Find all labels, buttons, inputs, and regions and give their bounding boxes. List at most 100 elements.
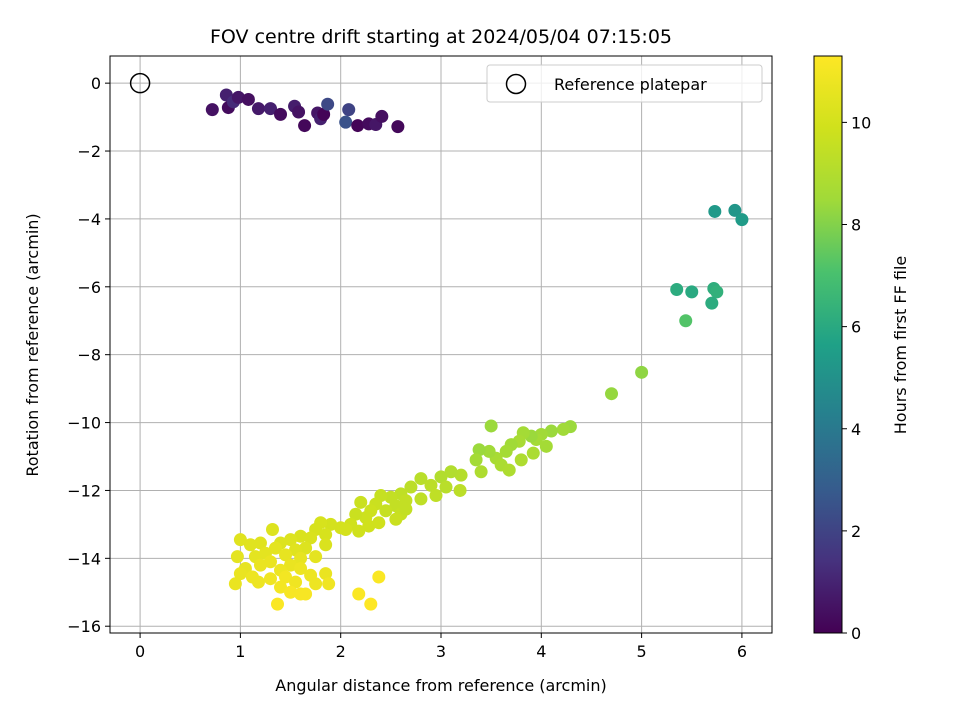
colorbar: 0 2 4 6 8 10 Hours from first FF file — [813, 55, 910, 643]
scatter-point — [526, 446, 540, 460]
scatter-point — [472, 443, 486, 457]
x-tick-label: 2 — [336, 642, 346, 661]
scatter-point — [263, 102, 277, 116]
legend-entry-reference: Reference platepar — [554, 75, 707, 94]
chart-title: FOV centre drift starting at 2024/05/04 … — [210, 26, 672, 48]
y-tick-label: 0 — [91, 74, 101, 93]
scatter-point — [379, 504, 393, 518]
y-tick-label: −6 — [77, 278, 101, 297]
scatter-point — [705, 296, 719, 310]
scatter-point — [319, 528, 333, 542]
colorbar-tick-label: 6 — [851, 318, 861, 337]
scatter-point — [502, 463, 516, 477]
scatter-point — [544, 424, 558, 438]
scatter-point — [434, 470, 448, 484]
scatter-point — [469, 453, 483, 467]
reference-point — [129, 72, 151, 94]
scatter-point — [284, 558, 298, 572]
scatter-point — [499, 444, 513, 458]
scatter-point — [304, 531, 318, 545]
scatter-point — [263, 572, 277, 586]
legend: Reference platepar — [486, 64, 763, 103]
scatter-point — [482, 444, 496, 458]
y-tick-label: −2 — [77, 142, 101, 161]
scatter-point — [514, 453, 528, 467]
scatter-point — [605, 387, 619, 401]
colorbar-label: Hours from first FF file — [891, 256, 910, 435]
scatter-point — [319, 567, 333, 581]
scatter-point — [444, 465, 458, 479]
colorbar-tick-label: 4 — [851, 420, 861, 439]
colorbar-tick-label: 8 — [851, 216, 861, 235]
scatter-point — [279, 548, 293, 562]
scatter-point — [339, 522, 353, 536]
scatter-point — [728, 203, 742, 217]
colorbar-tick-label: 10 — [851, 113, 871, 132]
y-tick-label: −14 — [67, 549, 101, 568]
scatter-point — [372, 516, 386, 530]
scatter-point — [484, 419, 498, 433]
scatter-point — [685, 285, 699, 299]
scatter-point — [231, 90, 245, 104]
colorbar-tick-label: 2 — [851, 522, 861, 541]
scatter-point — [292, 105, 306, 119]
scatter-point — [322, 577, 336, 591]
scatter-point — [251, 102, 265, 116]
y-tick-label: −4 — [77, 210, 101, 229]
scatter-point — [439, 480, 453, 494]
colorbar-tick-label: 0 — [851, 624, 861, 643]
scatter-point — [241, 92, 255, 106]
scatter-point — [404, 480, 418, 494]
scatter-point — [289, 575, 303, 589]
scatter-point — [453, 483, 467, 497]
y-axis-label: Rotation from reference (arcmin) — [23, 213, 42, 476]
scatter-point — [391, 120, 405, 134]
scatter-point — [429, 489, 443, 503]
scatter-point — [298, 119, 312, 133]
scatter-point — [265, 522, 279, 536]
scatter-point — [389, 512, 403, 526]
scatter-point — [319, 538, 333, 552]
scatter-point — [364, 597, 378, 611]
scatter-point — [352, 524, 366, 538]
scatter-point — [362, 519, 376, 533]
scatter-point — [294, 551, 308, 565]
x-tick-label: 4 — [536, 642, 546, 661]
x-tick-label: 1 — [235, 642, 245, 661]
scatter-point — [269, 541, 282, 555]
scatter-point — [352, 587, 366, 601]
y-tick-label: −16 — [67, 617, 101, 636]
scatter-point — [294, 529, 308, 543]
scatter-point — [317, 107, 331, 121]
scatter-point — [539, 439, 553, 453]
scatter-point — [339, 115, 353, 129]
scatter-point — [274, 580, 288, 594]
scatter-point — [299, 541, 313, 555]
colorbar-gradient — [813, 55, 843, 634]
scatter-point — [284, 533, 298, 547]
scatter-point — [233, 533, 247, 547]
scatter-point — [243, 538, 257, 552]
scatter-point — [454, 468, 468, 482]
scatter-point — [233, 567, 247, 581]
scatter-point — [253, 536, 267, 550]
scatter-points — [205, 88, 749, 611]
scatter-point — [299, 587, 313, 601]
scatter-point — [342, 103, 356, 117]
scatter-point — [309, 550, 323, 564]
scatter-point — [375, 109, 389, 123]
y-tick-label: −12 — [67, 481, 101, 500]
scatter-point — [679, 314, 693, 328]
scatter-point — [251, 575, 265, 589]
scatter-point — [274, 107, 288, 121]
x-axis-label: Angular distance from reference (arcmin) — [275, 676, 606, 695]
scatter-point — [556, 422, 570, 436]
scatter-point — [205, 103, 219, 117]
scatter-point — [399, 502, 413, 516]
x-tick-label: 0 — [135, 642, 145, 661]
scatter-point — [324, 517, 338, 531]
x-tick-label: 3 — [436, 642, 446, 661]
scatter-point — [474, 465, 488, 479]
y-axis: 0 −2 −4 −6 −8 −10 −12 −14 −16 — [67, 74, 110, 636]
